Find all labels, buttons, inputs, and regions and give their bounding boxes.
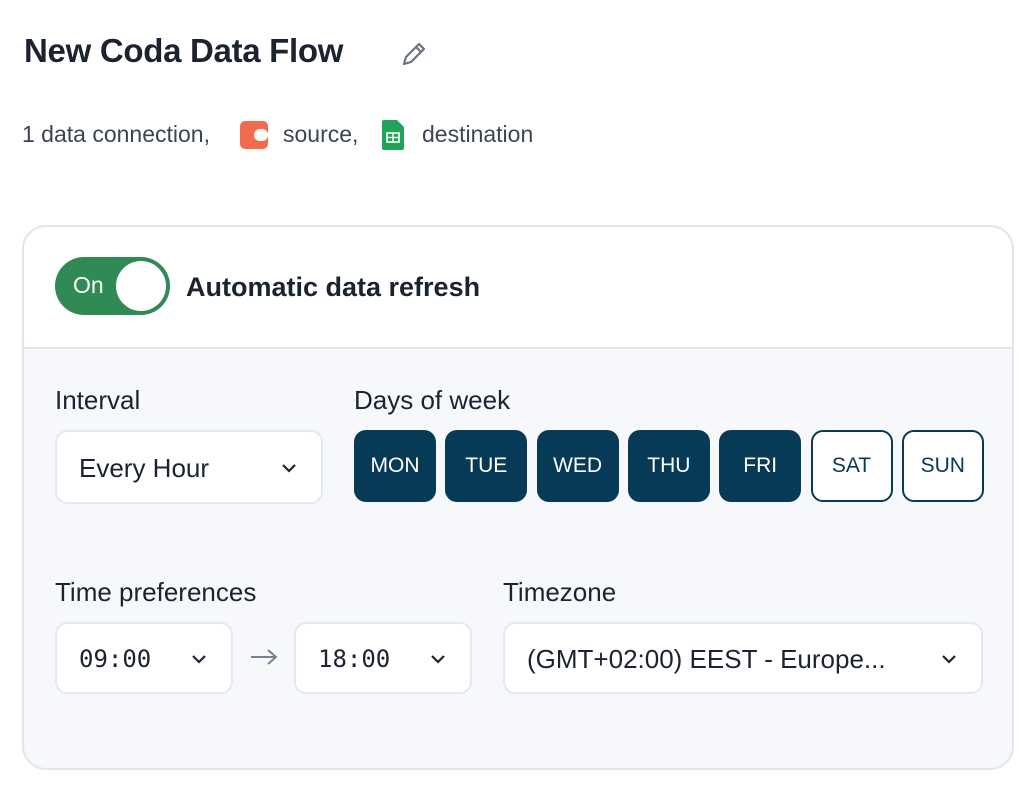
chevron xyxy=(431,655,445,664)
interval-value: Every Hour xyxy=(79,453,210,483)
source-label: source, xyxy=(283,121,359,147)
day-button[interactable]: THU xyxy=(627,430,710,502)
toggle[interactable]: On xyxy=(55,257,170,315)
start-time-select[interactable]: 09:00 xyxy=(55,622,233,694)
end-time: 18:00 xyxy=(318,645,391,673)
arrow-icon xyxy=(251,649,278,665)
timezone-value: (GMT+02:00) EEST - Europe... xyxy=(527,644,886,674)
source-icon xyxy=(240,121,268,149)
day-button[interactable]: SAT xyxy=(810,430,893,502)
refresh-card: On Automatic data refresh Interval Every… xyxy=(22,225,1014,770)
toggle-label: On xyxy=(73,272,104,298)
interval-select[interactable]: Every Hour xyxy=(55,430,323,504)
chevron xyxy=(942,655,956,664)
end-time-select[interactable]: 18:00 xyxy=(294,622,472,694)
destination-icon xyxy=(382,120,404,150)
destination-label: destination xyxy=(422,121,534,147)
connection-count: 1 data connection, xyxy=(22,121,210,147)
refresh-label: Automatic data refresh xyxy=(186,272,481,302)
card-header: On Automatic data refresh xyxy=(24,227,1012,349)
timezone-label: Timezone xyxy=(503,577,617,607)
edit-icon[interactable] xyxy=(398,38,430,70)
page-title: New Coda Data Flow xyxy=(24,32,344,69)
start-time: 09:00 xyxy=(79,645,152,673)
day-button[interactable]: SUN xyxy=(901,430,984,502)
day-button[interactable]: MON xyxy=(354,430,436,502)
day-button[interactable]: TUE xyxy=(445,430,528,502)
toggle-knob xyxy=(116,261,166,311)
days-label: Days of week xyxy=(354,385,511,415)
chevron xyxy=(192,655,206,664)
chevron xyxy=(282,464,296,473)
day-button[interactable]: WED xyxy=(536,430,619,502)
timezone-select[interactable]: (GMT+02:00) EEST - Europe... xyxy=(503,622,983,694)
day-button[interactable]: FRI xyxy=(719,430,802,502)
interval-label: Interval xyxy=(55,385,141,415)
time-label: Time preferences xyxy=(55,577,257,607)
